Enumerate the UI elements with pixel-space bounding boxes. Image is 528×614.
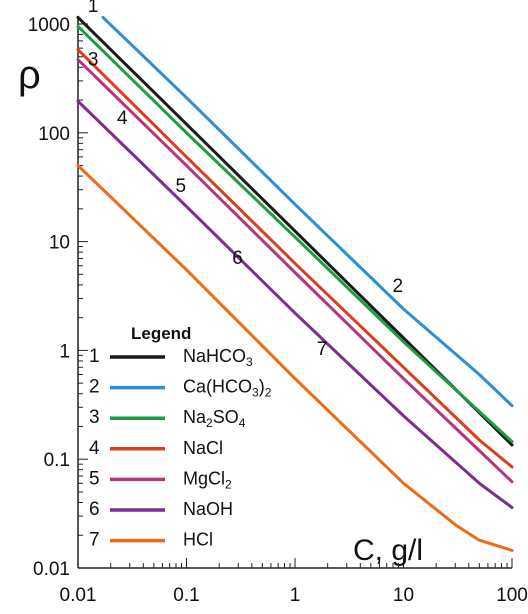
legend-label-5: MgCl2	[183, 468, 232, 491]
x-tick-label: 1	[290, 585, 301, 606]
series-line-2	[101, 15, 514, 408]
legend-title: Legend	[131, 324, 191, 343]
legend: Legend 1 NaHCO3 2 Ca(HCO3)2 3 Na2SO4 4 NaCl 5 MgCl…	[89, 324, 272, 551]
x-tick-label: 0.01	[60, 585, 97, 606]
legend-label-4: NaCl	[183, 438, 223, 458]
curve-label-1: 1	[88, 0, 99, 17]
legend-number-2: 2	[89, 377, 100, 398]
series-line-3	[76, 24, 514, 444]
curve-label-3: 3	[88, 50, 99, 71]
legend-number-3: 3	[89, 407, 100, 428]
legend-label-1: NaHCO3	[183, 346, 253, 369]
curve-label-7: 7	[317, 339, 328, 360]
y-tick-label: 1000	[28, 15, 70, 36]
y-tick-label: 0.1	[44, 450, 70, 471]
series-line-4	[76, 48, 514, 469]
curve-label-4: 4	[117, 108, 128, 129]
series-line-6	[76, 99, 514, 509]
legend-number-4: 4	[89, 438, 100, 459]
legend-number-7: 7	[89, 530, 100, 551]
legend-label-7: HCl	[183, 530, 213, 550]
legend-number-1: 1	[89, 346, 100, 367]
legend-number-5: 5	[89, 468, 100, 489]
x-axis-title: C, g/l	[353, 534, 423, 567]
x-tick-label: 100	[496, 585, 528, 606]
series-line-7	[76, 164, 514, 552]
y-tick-label: 100	[38, 124, 70, 145]
y-axis-title: ρ	[18, 53, 41, 97]
axes: 0.01 0.1 1 10 100 0.01 0.1 1 10 100 1000	[28, 15, 528, 606]
y-tick-label: 10	[49, 233, 70, 254]
y-tick-label: 0.01	[33, 559, 70, 580]
curve-label-5: 5	[176, 176, 187, 197]
y-tick-label: 1	[59, 341, 70, 362]
legend-label-6: NaOH	[183, 499, 233, 519]
x-tick-label: 0.1	[173, 585, 199, 606]
legend-label-2: Ca(HCO3)2	[183, 377, 272, 400]
curve-label-2: 2	[393, 276, 404, 297]
legend-number-6: 6	[89, 499, 100, 520]
x-tick-label: 10	[393, 585, 414, 606]
curve-labels: 1 2 3 4 5 6 7	[88, 0, 403, 360]
curve-label-6: 6	[232, 248, 243, 269]
series-group	[76, 15, 514, 552]
series-line-5	[76, 58, 514, 484]
legend-label-3: Na2SO4	[183, 407, 246, 430]
